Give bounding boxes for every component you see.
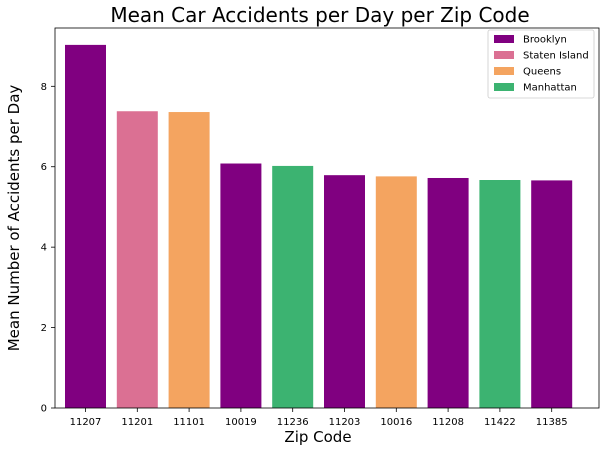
- legend-label: Staten Island: [523, 51, 589, 62]
- x-tick-label: 10019: [225, 417, 257, 428]
- x-axis-ticks: 11207 11201 11101 10019 11236 11203 10016 11208…: [70, 408, 568, 428]
- bars-group: [65, 44, 573, 409]
- y-tick-label: 8: [41, 82, 47, 93]
- legend-swatch: [494, 83, 514, 91]
- chart-title: Mean Car Accidents per Day per Zip Code: [110, 3, 529, 27]
- x-tick-label: 11208: [432, 417, 464, 428]
- legend-swatch: [494, 51, 514, 59]
- x-tick-label: 11207: [70, 417, 102, 428]
- plot-frame: [54, 27, 600, 409]
- legend: Brooklyn Staten Island Queens Manhattan: [487, 29, 595, 99]
- bar-11385: [531, 180, 573, 408]
- x-tick-label: 11101: [173, 417, 205, 428]
- legend-swatch: [494, 35, 514, 43]
- x-tick-label: 11203: [329, 417, 361, 428]
- legend-swatch: [494, 67, 514, 75]
- bar-11422: [479, 180, 521, 408]
- bar-11236: [272, 165, 314, 408]
- legend-frame: [487, 29, 595, 99]
- x-tick-label: 11385: [536, 417, 568, 428]
- y-tick-label: 4: [41, 243, 47, 254]
- x-tick-label: 11422: [484, 417, 516, 428]
- legend-label: Manhattan: [523, 83, 577, 94]
- bar-10019: [220, 163, 262, 408]
- y-tick-label: 2: [41, 323, 47, 334]
- y-tick-label: 6: [41, 162, 47, 173]
- y-tick-label: 0: [41, 404, 47, 415]
- x-tick-label: 10016: [380, 417, 412, 428]
- bar-10016: [375, 176, 417, 408]
- legend-label: Queens: [523, 67, 561, 78]
- x-tick-label: 11201: [121, 417, 153, 428]
- bar-11203: [324, 175, 365, 408]
- y-axis-ticks: 0 2 4 6 8: [41, 82, 55, 415]
- x-tick-label: 11236: [277, 417, 309, 428]
- legend-label: Brooklyn: [523, 35, 567, 46]
- bar-11201: [116, 111, 158, 408]
- bar-11208: [427, 177, 469, 408]
- bar-11207: [65, 44, 106, 409]
- x-axis-label: Zip Code: [284, 428, 351, 446]
- bar-11101: [168, 112, 210, 408]
- y-axis-label: Mean Number of Accidents per Day: [5, 85, 23, 352]
